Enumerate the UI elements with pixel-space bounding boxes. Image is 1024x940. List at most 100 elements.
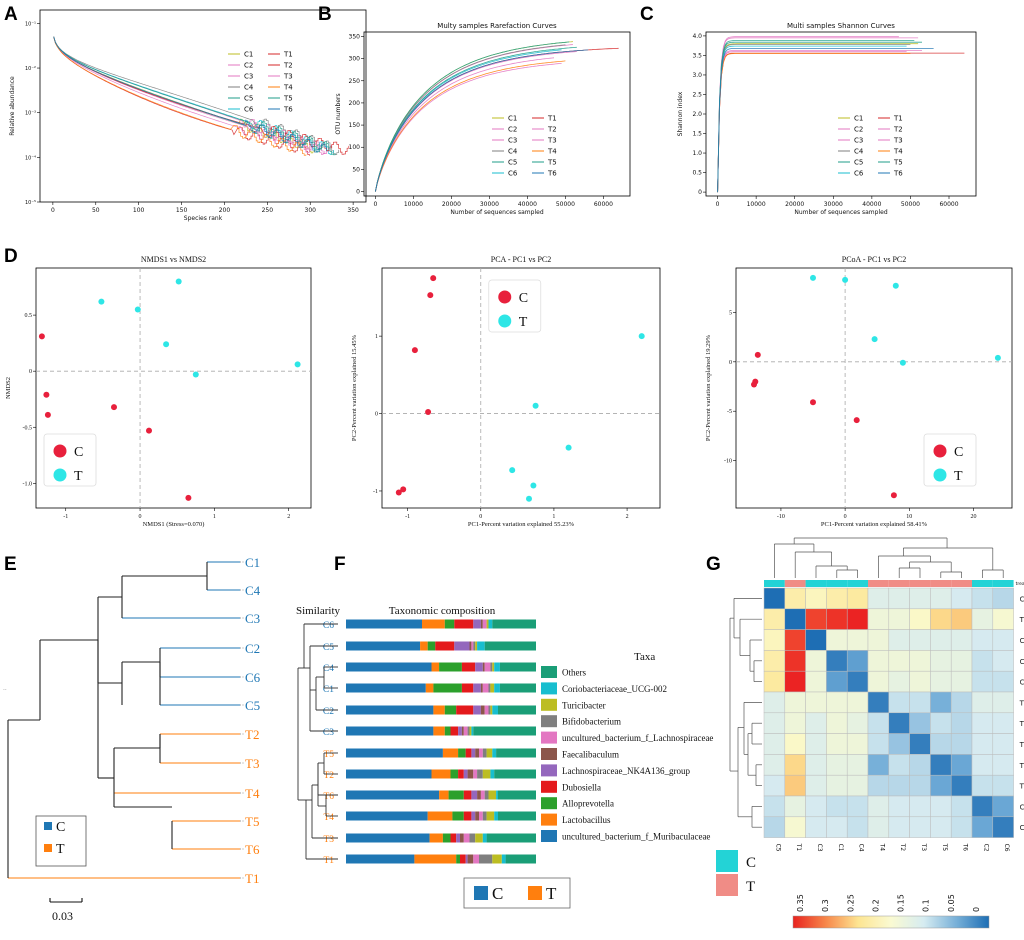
y-tick-label: 300 — [349, 56, 361, 63]
group-bar-cell — [972, 580, 993, 587]
heat-cell-C1-T4 — [867, 650, 890, 672]
heat-cell-C5-T2 — [888, 587, 910, 610]
point-T-3 — [163, 341, 170, 348]
legend-label-T2: T2 — [283, 62, 293, 70]
heat-cell-C2-T2 — [888, 795, 910, 818]
taxa-label-uncultured_bacterium_f_Muribaculaceae: uncultured_bacterium_f_Muribaculaceae — [562, 832, 710, 842]
heat-cell-T5-T1 — [784, 754, 806, 776]
heat-cell-C3-C1 — [826, 629, 848, 651]
heat-cell-T6-C4 — [846, 774, 869, 797]
bar-segment-C4-Alloprevotella — [439, 662, 462, 672]
heat-cell-C5-C3 — [805, 587, 827, 610]
y-tick-label: 1.5 — [692, 131, 702, 138]
colorbar-tick-label: 0.1 — [922, 899, 931, 912]
legend-label-C6: C6 — [244, 106, 254, 114]
heat-cell-C3-T1 — [784, 629, 806, 651]
bar-segment-T5-uncultured_bacterium_f_Muribaculaceae — [346, 748, 443, 758]
legend-label-C3: C3 — [508, 137, 517, 145]
heat-cell-T3-T1 — [784, 733, 806, 755]
legend-label-T: T — [546, 884, 557, 903]
y-tick-label: 3.0 — [692, 72, 702, 79]
bar-segment-T6-Bifidobacterium — [484, 790, 489, 800]
bar-segment-C1-Faecalibaculum — [480, 683, 483, 693]
legend-label-C2: C2 — [508, 126, 517, 134]
point-C-4 — [810, 399, 816, 406]
row-label-C5: C5 — [1020, 595, 1024, 603]
heat-cell-T1-T4 — [867, 608, 890, 630]
chart-title: Multi samples Shannon Curves — [787, 22, 895, 30]
bar-segment-T5-Turicibacter — [486, 748, 493, 758]
heat-cell-T2-C5 — [763, 712, 786, 734]
group-bar-label: treat1 — [1016, 581, 1024, 587]
group-bar-cell — [826, 580, 848, 587]
heat-cell-C6-T1 — [784, 816, 806, 838]
point-C-5 — [427, 292, 434, 299]
legend-label-C1: C1 — [854, 115, 863, 123]
x-tick-label: 0 — [51, 207, 55, 214]
x-tick-label: 0 — [373, 201, 377, 208]
group-bar-cell — [784, 580, 806, 587]
heat-cell-T4-C3 — [805, 691, 827, 714]
x-tick-label: 250 — [262, 207, 274, 214]
heat-cell-T2-C4 — [846, 712, 869, 734]
point-T-1 — [98, 298, 105, 305]
bar-segment-C1-Others — [499, 683, 536, 693]
heat-cell-T6-T6 — [950, 774, 973, 797]
leaf-label-T4: T4 — [245, 786, 260, 801]
legend-label-T2: T2 — [547, 126, 557, 134]
heat-cell-C6-T2 — [888, 816, 910, 838]
bar-segment-T3-uncultured_bacterium_f_Lachnospiraceae — [463, 833, 470, 843]
heat-cell-C6-C2 — [971, 816, 994, 838]
bar-segment-T2-uncultured_bacterium_f_Muribaculaceae — [346, 769, 432, 779]
legend-label-C4: C4 — [854, 148, 864, 156]
bar-segment-C4-Coriobacteriaceae_UCG-002 — [494, 662, 500, 672]
heat-cell-T3-T3 — [909, 733, 931, 755]
bar-segment-T6-Lactobacillus — [439, 790, 449, 800]
heat-cell-C1-C1 — [826, 650, 848, 672]
series-line-C4 — [53, 36, 339, 155]
bar-segment-C2-Lactobacillus — [433, 705, 445, 715]
heat-cell-C1-C5 — [763, 650, 786, 672]
sample-label-C1: C1 — [323, 685, 334, 695]
legend-marker-T — [53, 468, 67, 482]
bar-segment-C5-Alloprevotella — [427, 641, 436, 651]
legend-label-C1: C1 — [508, 115, 517, 123]
bar-segment-T4-Faecalibaculum — [475, 811, 479, 821]
heat-cell-T4-C5 — [763, 691, 786, 714]
legend-label-T4: T4 — [547, 148, 557, 156]
heat-cell-C3-T5 — [930, 629, 952, 651]
heat-cell-T6-T2 — [888, 774, 910, 797]
legend-label-C1: C1 — [244, 51, 253, 59]
leaf-label-C4: C4 — [245, 583, 261, 598]
taxa-label-Lactobacillus: Lactobacillus — [562, 815, 611, 825]
x-tick-label: 0 — [716, 201, 720, 208]
bar-segment-C2-Lachnospiraceae_NK4A136_group — [473, 705, 481, 715]
sample-label-T5: T5 — [323, 750, 334, 760]
point-C-6 — [430, 275, 437, 282]
bar-segment-T4-uncultured_bacterium_f_Lachnospiraceae — [479, 811, 483, 821]
bar-segment-C3-Coriobacteriaceae_UCG-002 — [471, 726, 474, 736]
heat-cell-C2-T4 — [867, 795, 890, 818]
group-bar-cell — [909, 580, 931, 587]
bar-segment-C6-Others — [492, 619, 536, 629]
colorbar-tick-label: 0.35 — [796, 894, 805, 912]
legend-marker-C — [53, 444, 67, 458]
legend-label-T: T — [74, 469, 83, 484]
heat-cell-T2-C6 — [992, 712, 1014, 734]
point-C-4 — [425, 409, 432, 415]
bar-segment-T6-Lachnospiraceae_NK4A136_group — [471, 790, 478, 800]
plot-frame — [705, 31, 977, 197]
heat-cell-T5-C2 — [971, 754, 994, 776]
bar-segment-C3-Dubosiella — [450, 726, 459, 736]
taxa-label-Lachnospiraceae_NK4A136_group: Lachnospiraceae_NK4A136_group — [562, 766, 690, 776]
y-axis-label: Relative abundance — [9, 76, 16, 136]
leaf-label-C2: C2 — [245, 641, 260, 656]
series-line-T6 — [53, 36, 327, 153]
point-C-2 — [400, 486, 407, 493]
panel-letter-D: D — [4, 246, 18, 267]
heat-cell-T4-T4 — [867, 691, 890, 714]
legend-label-T1: T1 — [893, 115, 903, 123]
legend-label-T3: T3 — [893, 137, 903, 145]
taxa-swatch-Lachnospiraceae_NK4A136_group — [541, 764, 557, 777]
legend-marker-C — [498, 290, 512, 304]
